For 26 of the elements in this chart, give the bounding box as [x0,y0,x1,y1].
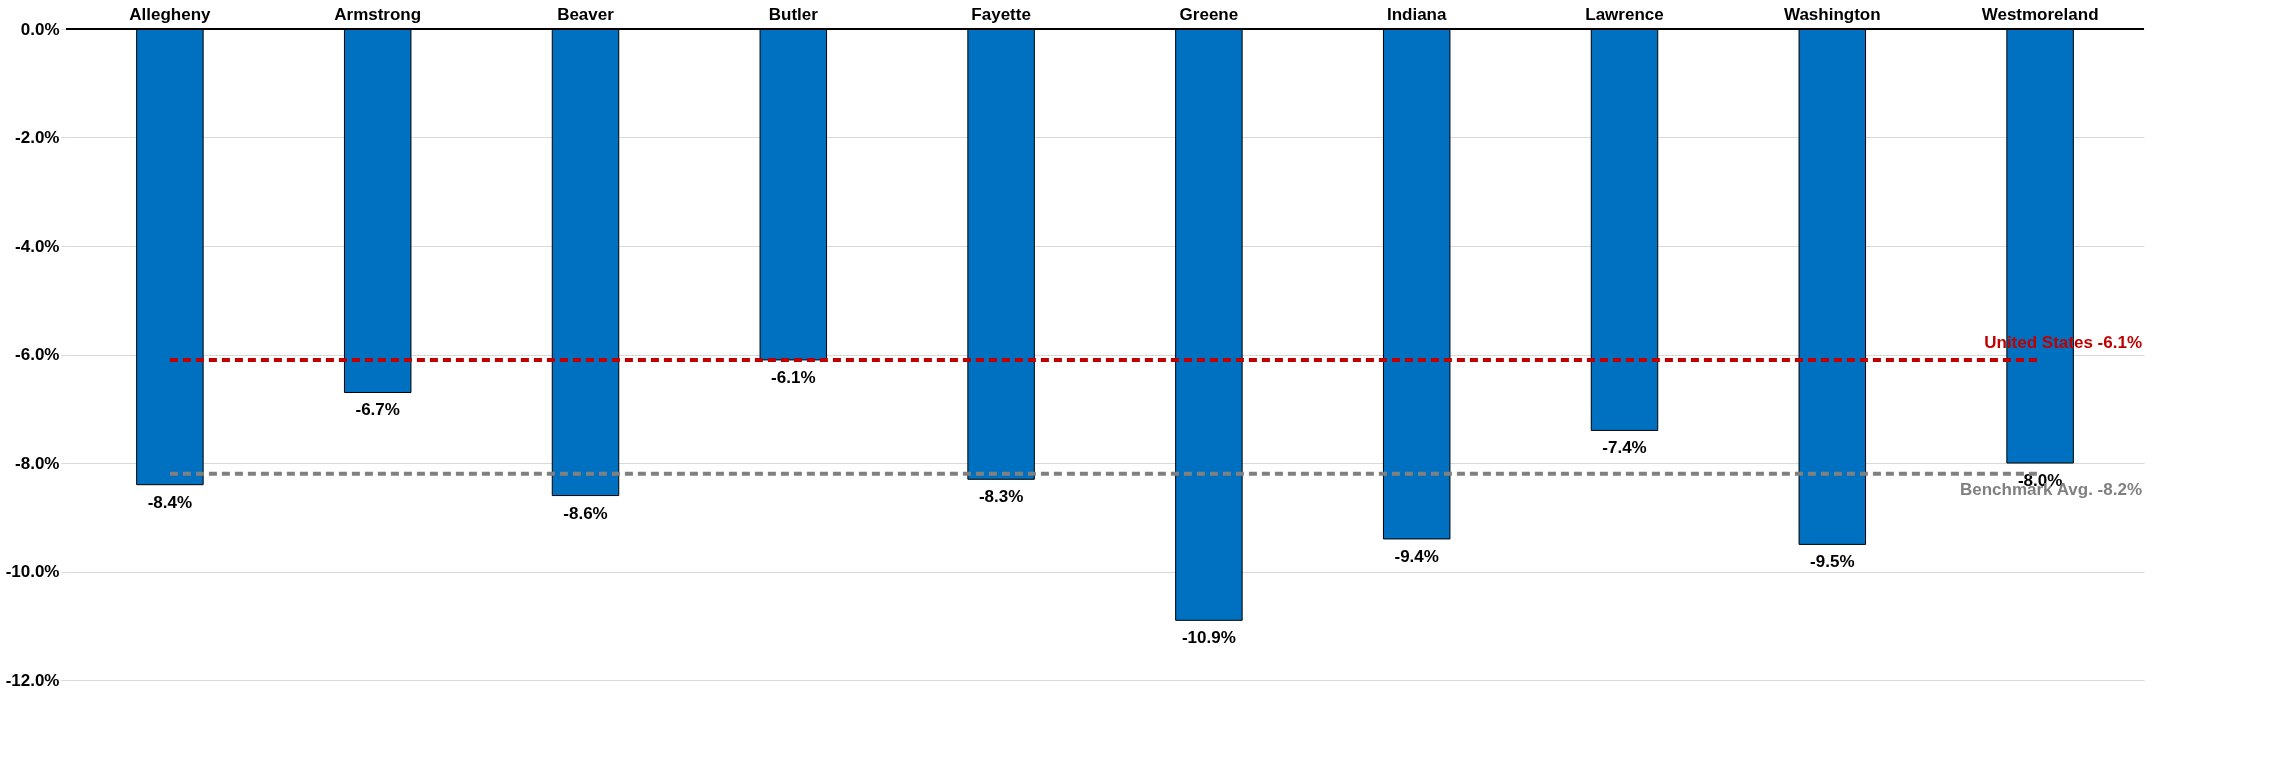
x-tick-label: Armstrong [334,4,422,24]
x-tick-label: Fayette [971,4,1031,24]
data-label: -6.1% [771,367,816,387]
x-tick-label: Allegheny [129,4,212,24]
x-tick-label: Indiana [1386,4,1447,24]
data-label: -8.3% [978,487,1024,507]
x-tick-label: Butler [768,4,819,24]
data-label: -10.9% [1181,628,1236,648]
data-label: -8.6% [563,503,608,523]
y-tick-label: -2.0% [15,128,60,147]
data-label: -7.4% [1602,438,1647,458]
x-tick-label: Washington [1783,4,1881,24]
data-label: -6.7% [355,400,400,420]
y-tick-label: -10.0% [5,562,60,581]
x-tick-label: Greene [1179,4,1239,24]
data-label: -9.4% [1394,546,1439,566]
data-label: -8.4% [147,492,193,512]
y-tick-label: -8.0% [15,453,60,473]
y-tick-label: -6.0% [15,345,60,364]
x-tick-label: Westmoreland [1981,4,2099,24]
x-tick-label: Lawrence [1585,4,1664,24]
y-tick-label: 0.0% [20,19,60,39]
data-label: -9.5% [1810,552,1855,572]
y-tick-label: -12.0% [5,670,60,690]
x-tick-label: Beaver [557,4,615,24]
y-tick-label: -4.0% [15,236,60,256]
